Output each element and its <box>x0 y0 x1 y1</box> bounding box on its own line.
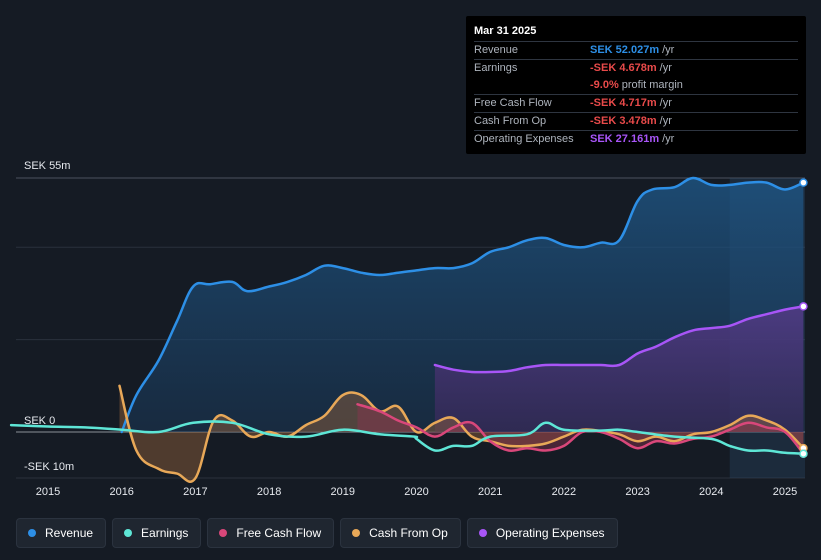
tooltip-row-unit: /yr <box>659 62 672 74</box>
legend-dot-icon <box>219 529 228 537</box>
x-tick-label: 2020 <box>404 486 428 498</box>
x-tick-label: 2019 <box>331 486 355 498</box>
x-tick-label: 2018 <box>257 486 281 498</box>
legend-dot-icon <box>352 529 361 537</box>
legend-label: Cash From Op <box>369 526 448 540</box>
tooltip-row-label: Cash From Op <box>474 115 547 127</box>
x-tick-label: 2025 <box>773 486 797 498</box>
y-tick-label: -SEK 10m <box>24 461 74 473</box>
x-tick-label: 2023 <box>625 486 649 498</box>
x-tick-label: 2016 <box>109 486 133 498</box>
legend-label: Earnings <box>141 526 189 540</box>
tooltip-row-value: SEK 27.161m <box>590 133 660 145</box>
legend-label: Free Cash Flow <box>236 526 322 540</box>
tooltip-row: Cash From Op -SEK 3.478m/yr <box>474 112 798 130</box>
x-tick-label: 2017 <box>183 486 207 498</box>
legend-item-free-cash-flow[interactable]: Free Cash Flow <box>207 518 335 548</box>
data-tooltip: Mar 31 2025 Revenue SEK 52.027m/yr Earning… <box>466 16 806 154</box>
tooltip-row-label: Free Cash Flow <box>474 97 552 109</box>
revenue-line <box>120 176 805 434</box>
x-tick-label: 2015 <box>36 486 60 498</box>
free-cash-flow-line <box>356 403 805 455</box>
legend-item-operating-expenses[interactable]: Operating Expenses <box>466 518 618 548</box>
tooltip-row: Free Cash Flow -SEK 4.717m/yr <box>474 94 798 112</box>
legend-dot-icon <box>124 529 133 537</box>
legend-item-revenue[interactable]: Revenue <box>16 518 107 548</box>
x-tick-label: 2022 <box>552 486 576 498</box>
tooltip-row: Revenue SEK 52.027m/yr <box>474 41 798 59</box>
tooltip-row-unit: /yr <box>659 115 672 127</box>
legend-item-cash-from-op[interactable]: Cash From Op <box>340 518 461 548</box>
operating-expenses-line <box>433 305 805 374</box>
earnings-line <box>9 420 805 455</box>
operating-expenses-area <box>434 306 804 432</box>
y-tick-label: SEK 55m <box>24 160 70 172</box>
tooltip-row-value: -SEK 4.717m <box>590 97 657 109</box>
series-end-dots <box>799 178 808 458</box>
x-axis-labels: 2015 2016 2017 2018 2019 2020 2021 2022 2023 2024… <box>36 486 797 498</box>
tooltip-row-value: -SEK 4.678m <box>590 62 657 74</box>
tooltip-row-unit: profit margin <box>621 79 683 91</box>
x-tick-label: 2024 <box>699 486 723 498</box>
operating-expenses-end-dot <box>799 302 808 311</box>
series-lines <box>9 176 805 483</box>
tooltip-row: -9.0% profit margin <box>474 77 798 94</box>
tooltip-row: Operating Expenses SEK 27.161m/yr <box>474 130 798 148</box>
tooltip-row-label: Operating Expenses <box>474 133 574 145</box>
chart-legend: Revenue Earnings Free Cash Flow Cash From O… <box>16 518 618 548</box>
tooltip-row-label <box>474 77 590 94</box>
cash-from-op-area <box>119 385 804 482</box>
tooltip-row-value: SEK 52.027m <box>590 44 660 56</box>
series-areas <box>119 177 804 482</box>
tooltip-row-unit: /yr <box>659 97 672 109</box>
legend-label: Revenue <box>45 526 94 540</box>
x-tick-label: 2021 <box>478 486 502 498</box>
earnings-end-dot <box>799 449 808 458</box>
tooltip-row-value: -SEK 3.478m <box>590 115 657 127</box>
y-axis-labels: SEK 55m SEK 0 -SEK 10m <box>24 160 74 473</box>
cash-from-op-line <box>118 384 805 483</box>
tooltip-row-unit: /yr <box>662 133 675 145</box>
tooltip-row-unit: /yr <box>662 44 675 56</box>
legend-label: Operating Expenses <box>495 526 605 540</box>
legend-dot-icon <box>478 529 487 537</box>
tooltip-row-label: Revenue <box>474 44 519 56</box>
tooltip-row-label: Earnings <box>474 62 518 74</box>
tooltip-date: Mar 31 2025 <box>474 25 537 37</box>
legend-dot-icon <box>28 529 36 537</box>
tooltip-row-value: -9.0% <box>590 79 619 91</box>
y-tick-label: SEK 0 <box>24 415 55 427</box>
legend-item-earnings[interactable]: Earnings <box>112 518 202 548</box>
tooltip-row: Earnings -SEK 4.678m/yr <box>474 59 798 77</box>
revenue-end-dot <box>799 178 808 187</box>
tooltip-rows: Revenue SEK 52.027m/yr Earnings -SEK 4.678m… <box>474 41 798 148</box>
